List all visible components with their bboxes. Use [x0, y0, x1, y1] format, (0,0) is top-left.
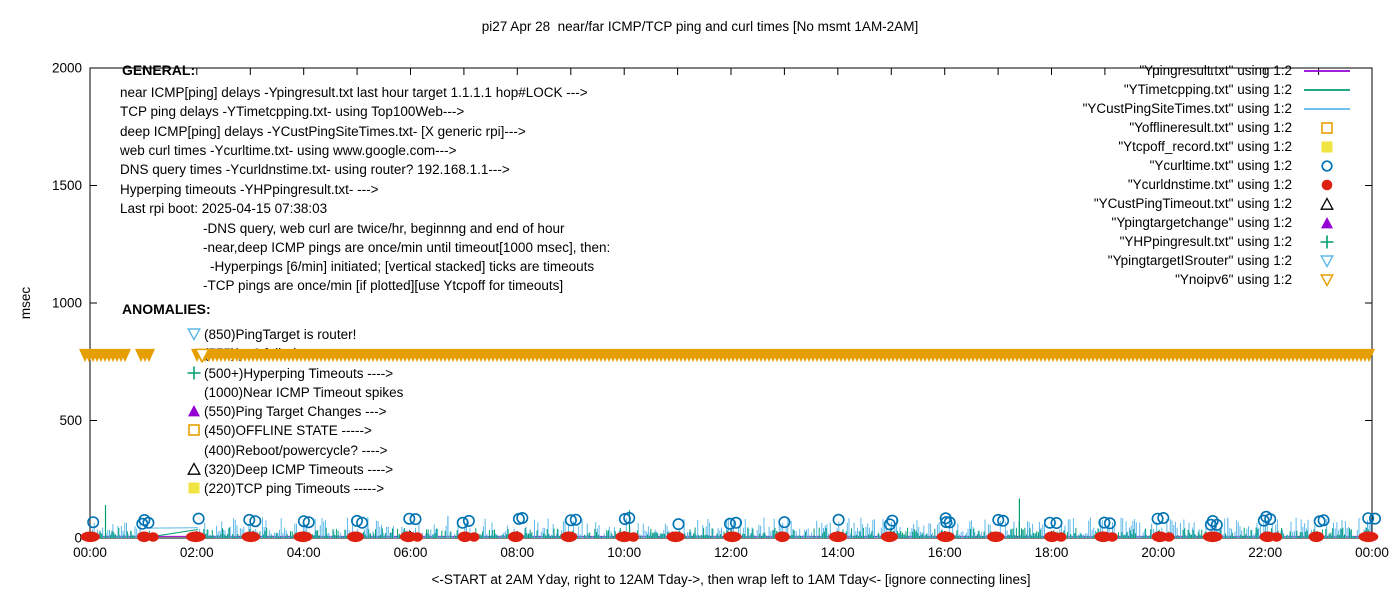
general-line: TCP ping delays -YTimetcpping.txt- using… — [120, 104, 465, 120]
general-note: -Hyperpings [6/min] initiated; [vertical… — [210, 259, 595, 275]
general-line: web curl times -Ycurltime.txt- using www… — [120, 142, 457, 158]
svg-text:00:00: 00:00 — [1355, 545, 1389, 560]
anomaly-item: (850)PingTarget is router! — [187, 327, 356, 344]
timeout-spike — [367, 515, 1229, 538]
anomaly-label: (220)TCP ping Timeouts -----> — [204, 481, 385, 496]
svg-text:20:00: 20:00 — [1141, 545, 1175, 560]
axis-ticks — [89, 67, 1373, 539]
svg-text:500: 500 — [59, 413, 82, 428]
svg-text:14:00: 14:00 — [821, 545, 855, 560]
svg-text:08:00: 08:00 — [500, 545, 534, 560]
curl-time-points — [87, 510, 1382, 531]
plus-icon — [187, 366, 201, 379]
square-open-icon — [188, 424, 200, 437]
svg-text:06:00: 06:00 — [394, 545, 428, 560]
svg-text:22:00: 22:00 — [1248, 545, 1282, 560]
svg-text:0: 0 — [74, 531, 82, 546]
svg-text:00:00: 00:00 — [73, 545, 107, 560]
tri-up-open-icon — [187, 461, 201, 475]
anomaly-item: (320)Deep ICMP Timeouts ----> — [187, 462, 393, 479]
anomaly-label: (850)PingTarget is router! — [204, 327, 357, 342]
general-heading: GENERAL: — [122, 62, 196, 78]
general-note: -DNS query, web curl are twice/hr, begin… — [203, 220, 565, 236]
svg-text:1500: 1500 — [52, 178, 82, 193]
svg-text:02:00: 02:00 — [180, 545, 214, 560]
anomaly-item: (500+)Hyperping Timeouts ----> — [187, 366, 393, 383]
plot-border — [89, 67, 1373, 539]
dns-time-points — [80, 531, 1379, 543]
svg-text:04:00: 04:00 — [287, 545, 321, 560]
anomaly-label: (500+)Hyperping Timeouts ----> — [204, 365, 394, 381]
noipv6-marker-icon — [194, 348, 210, 364]
anomaly-item: (400)Reboot/powercycle? ----> — [187, 443, 387, 458]
svg-text:12:00: 12:00 — [714, 545, 748, 560]
anomalies-heading: ANOMALIES: — [122, 301, 211, 317]
general-line: deep ICMP[ping] delays -YCustPingSiteTim… — [120, 123, 526, 139]
noipv6-band — [79, 348, 1375, 363]
x-axis-caption: <-START at 2AM Yday, right to 12AM Tday-… — [431, 572, 1031, 587]
general-line: Last rpi boot: 2025-04-15 07:38:03 — [120, 200, 328, 216]
general-note: -TCP pings are once/min [if plotted][use… — [203, 278, 564, 294]
x-axis-labels: 00:00 02:00 04:00 06:00 08:00 10:00 12:00 14:00… — [73, 545, 1389, 560]
y-axis-labels: 2000 1500 1000 500 0 msec — [18, 61, 82, 546]
anomaly-label: (400)Reboot/powercycle? ----> — [204, 442, 388, 458]
tri-up-filled-icon — [188, 405, 200, 417]
anomaly-item: (1000)Near ICMP Timeout spikes — [187, 385, 403, 400]
svg-text:1000: 1000 — [52, 296, 82, 311]
svg-text:18:00: 18:00 — [1035, 545, 1069, 560]
general-note: -near,deep ICMP pings are once/min until… — [203, 239, 611, 255]
anomaly-item: (220)TCP ping Timeouts -----> — [187, 481, 384, 498]
general-line: near ICMP[ping] delays -Ypingresult.txt … — [120, 85, 588, 100]
chart-title: pi27 Apr 28 near/far ICMP/TCP ping and c… — [481, 19, 919, 34]
square-filled-icon — [188, 482, 200, 494]
general-line: Hyperping timeouts -YHPpingresult.txt- -… — [120, 181, 379, 197]
anomaly-label: (450)OFFLINE STATE -----> — [204, 423, 372, 439]
anomaly-item: (550)Ping Target Changes ---> — [187, 404, 386, 421]
svg-text:16:00: 16:00 — [928, 545, 962, 560]
anomaly-item: (450)OFFLINE STATE -----> — [187, 423, 372, 440]
anomaly-label: (550)Ping Target Changes ---> — [204, 404, 387, 419]
anomaly-label: (1000)Near ICMP Timeout spikes — [204, 384, 404, 400]
y-axis-title: msec — [18, 287, 33, 320]
tri-down-open-icon — [187, 328, 201, 341]
svg-text:10:00: 10:00 — [607, 545, 641, 560]
general-line: DNS query times -Ycurldnstime.txt- using… — [120, 162, 510, 178]
svg-text:2000: 2000 — [52, 61, 82, 76]
anomaly-label: (320)Deep ICMP Timeouts ----> — [204, 461, 394, 477]
